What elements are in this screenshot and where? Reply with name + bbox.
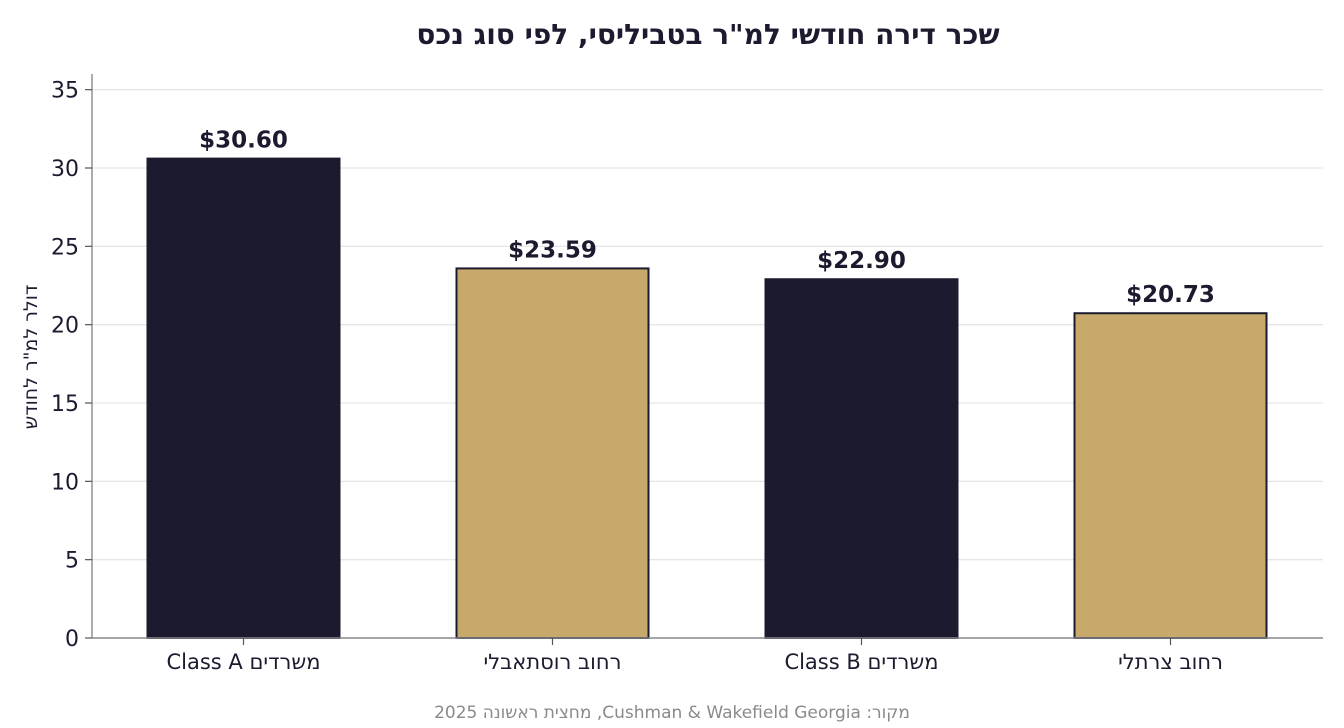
y-axis-label: דולר למ"ר לחודש <box>20 285 42 430</box>
y-tick-label: 25 <box>51 235 79 260</box>
x-tick-label: רחוב צרתלי <box>1118 650 1223 674</box>
data-label: $23.59 <box>508 237 597 263</box>
y-tick-label: 5 <box>65 549 79 574</box>
data-label: $22.90 <box>817 248 906 274</box>
bar <box>146 157 341 639</box>
data-labels: $30.60 $23.59 $22.90 $20.73 <box>199 128 1215 309</box>
y-tick-label: 10 <box>51 470 79 495</box>
bar <box>455 267 650 639</box>
x-tick-label: משרדים Class A <box>166 650 320 674</box>
bar <box>1073 312 1268 639</box>
data-label: $20.73 <box>1126 282 1215 308</box>
y-tick-label: 30 <box>51 157 79 182</box>
y-tick-label: 35 <box>51 79 79 104</box>
x-tick-label: רחוב רוסתאבלי <box>484 650 622 674</box>
data-label: $30.60 <box>199 128 288 154</box>
y-axis-ticks: 0 5 10 15 20 25 30 35 <box>51 79 92 652</box>
chart-title: שכר דירה חודשי למ"ר בטביליסי, לפי סוג נכ… <box>416 18 999 51</box>
y-tick-label: 15 <box>51 392 79 417</box>
bars <box>146 157 1268 639</box>
bar <box>764 278 959 639</box>
y-tick-label: 20 <box>51 314 79 339</box>
source-note: מקור: Cushman & Wakefield Georgia, מחצית… <box>434 703 910 723</box>
x-axis-ticks: משרדים Class A רחוב רוסתאבלי משרדים Class … <box>166 638 1223 674</box>
y-tick-label: 0 <box>65 627 79 652</box>
x-tick-label: משרדים Class B <box>784 650 938 674</box>
